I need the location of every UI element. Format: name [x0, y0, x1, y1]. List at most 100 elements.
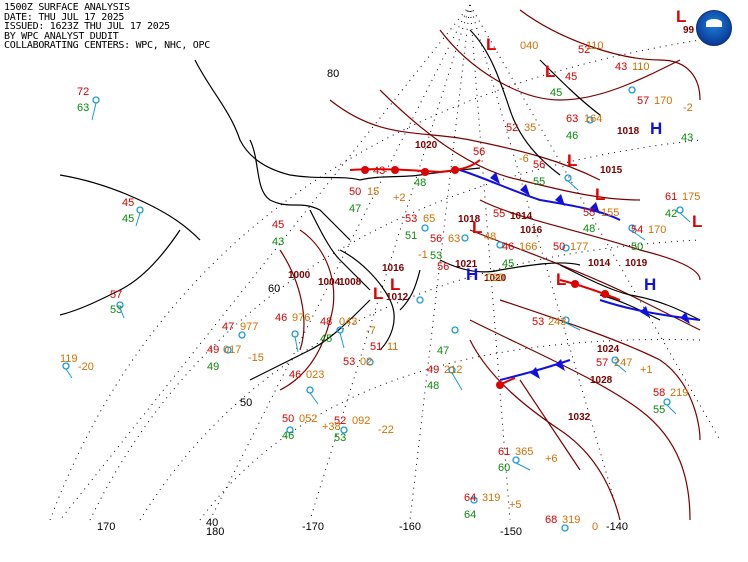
isobars: [279, 9, 701, 521]
obs-temp: 56: [430, 233, 442, 245]
obs-dewpoint: 53: [110, 304, 122, 316]
header-centers: COLLABORATING CENTERS: WPC, NHC, OPC: [4, 40, 210, 51]
obs-pressure: 247: [614, 357, 632, 369]
analysis-header: 1500Z SURFACE ANALYSIS DATE: THU JUL 17 …: [4, 3, 210, 51]
tendency-value: -2: [683, 102, 693, 114]
lat-label-40: 40: [206, 517, 218, 529]
low-center-symbol: L: [676, 7, 686, 26]
wind-barbs: [65, 102, 691, 471]
lat-labels: 80 60 50 40: [206, 68, 339, 529]
obs-pressure: 040: [520, 40, 538, 52]
obs-dewpoint: 48: [583, 223, 595, 235]
obs-temp: 61: [665, 191, 677, 203]
isobar-label: 1000: [288, 270, 311, 281]
obs-temp: 43: [373, 165, 385, 177]
obs-temp: 43: [615, 61, 627, 73]
isobar-label: 1014: [510, 211, 533, 222]
graticule: [49, 4, 721, 521]
front-barbs: [490, 172, 690, 379]
obs-dewpoint: 42: [665, 208, 677, 220]
low-center-symbol: L: [595, 185, 605, 204]
obs-pressure: 110: [632, 61, 650, 73]
obs-dewpoint: 50: [631, 241, 643, 253]
low-center-value: 99: [683, 25, 695, 36]
tendency-value: 0: [592, 521, 598, 533]
obs-temp: 53: [532, 316, 544, 328]
high-center-symbol: H: [650, 119, 662, 138]
obs-temp: 49: [427, 364, 439, 376]
obs-temp: 48: [320, 316, 332, 328]
low-center-symbol: L: [567, 151, 577, 170]
low-center-symbol: L: [545, 62, 555, 81]
obs-dewpoint: 45: [550, 87, 562, 99]
lat-label-80: 80: [327, 68, 339, 80]
isobar-label: 1028: [590, 375, 613, 386]
obs-dewpoint: 47: [437, 345, 449, 357]
isobar-label: 1032: [568, 412, 591, 423]
obs-pressure: 017: [223, 344, 241, 356]
obs-temp: 68: [545, 514, 557, 526]
obs-dewpoint: 51: [405, 230, 417, 242]
lon-label-minus170: -170: [302, 521, 324, 533]
high-center-symbol: H: [644, 275, 656, 294]
tendency-value: +38: [322, 421, 341, 433]
obs-dewpoint: 45: [122, 213, 134, 225]
lon-label-minus140: -140: [606, 521, 628, 533]
isobar-label: 1024: [597, 344, 620, 355]
obs-pressure: 48: [484, 231, 496, 243]
obs-pressure: 043: [339, 316, 357, 328]
obs-pressure: 177: [570, 241, 588, 253]
obs-temp: 55: [493, 208, 505, 220]
tendency-value: -15: [248, 352, 264, 364]
isobar-label: 1018: [617, 126, 640, 137]
isobar-labels: 1020 1018 1015 1014 1016 1018 1014 1019 …: [288, 126, 648, 423]
header-issued: ISSUED: 1623Z THU JUL 17 2025: [4, 21, 170, 32]
tendency-value: -7: [366, 325, 376, 337]
obs-pressure: 166: [519, 241, 537, 253]
obs-pressure: 02: [360, 356, 372, 368]
lon-labels: 170 180 -170 -160 -150 -140: [97, 521, 628, 538]
obs-pressure: 15: [367, 186, 379, 198]
obs-pressure: 110: [586, 40, 604, 52]
obs-temp: 47: [222, 321, 234, 333]
obs-dewpoint: 49: [207, 361, 219, 373]
isobar-label: 1020: [484, 273, 507, 284]
obs-dewpoint: 60: [498, 462, 510, 474]
obs-dewpoint: 46: [566, 130, 578, 142]
tendency-value: +1: [640, 364, 653, 376]
isobar-label: 1008: [339, 277, 362, 288]
lat-label-60: 60: [268, 283, 280, 295]
warm-front-bumps: [361, 166, 609, 389]
obs-temp: 46: [289, 369, 301, 381]
lon-label-180: 180: [206, 526, 224, 538]
obs-pressure: 35: [524, 122, 536, 134]
lat-label-50: 50: [240, 397, 252, 409]
obs-temp: 57: [596, 357, 608, 369]
low-center-symbol: L: [472, 218, 482, 237]
pressure-tendencies: -15 -7 +38 -22 +6 +5 0 +1 -1 -6 +2 -2: [248, 102, 693, 533]
obs-pressure: 092: [352, 415, 370, 427]
lon-label-170: 170: [97, 521, 115, 533]
tendency-value: +5: [509, 499, 522, 511]
low-center-symbol: L: [373, 284, 383, 303]
isobar-label: 1019: [625, 258, 648, 269]
obs-pressure: 212: [444, 364, 462, 376]
low-center-symbol: L: [486, 35, 496, 54]
obs-pressure: 977: [240, 321, 258, 333]
tendency-value: -1: [418, 249, 428, 261]
obs-dewpoint: 53: [430, 250, 442, 262]
pressure-centers: L 99 L L L L H L H L L H L L: [373, 7, 702, 303]
obs-temp: 51: [370, 341, 382, 353]
obs-pressure: 052: [299, 413, 317, 425]
obs-temp: 50: [553, 241, 565, 253]
obs-dewpoint: 63: [77, 102, 89, 114]
obs-pressure: 63: [448, 233, 460, 245]
isobar-label: 1012: [386, 292, 409, 303]
obs-temp: 64: [464, 492, 476, 504]
obs-temp: 52: [334, 415, 346, 427]
tendency-value: +2: [393, 192, 406, 204]
obs-dewpoint: 45: [320, 333, 332, 345]
lon-label-minus150: -150: [500, 526, 522, 538]
obs-temp: 45: [565, 71, 577, 83]
obs-temp: 45: [122, 197, 134, 209]
